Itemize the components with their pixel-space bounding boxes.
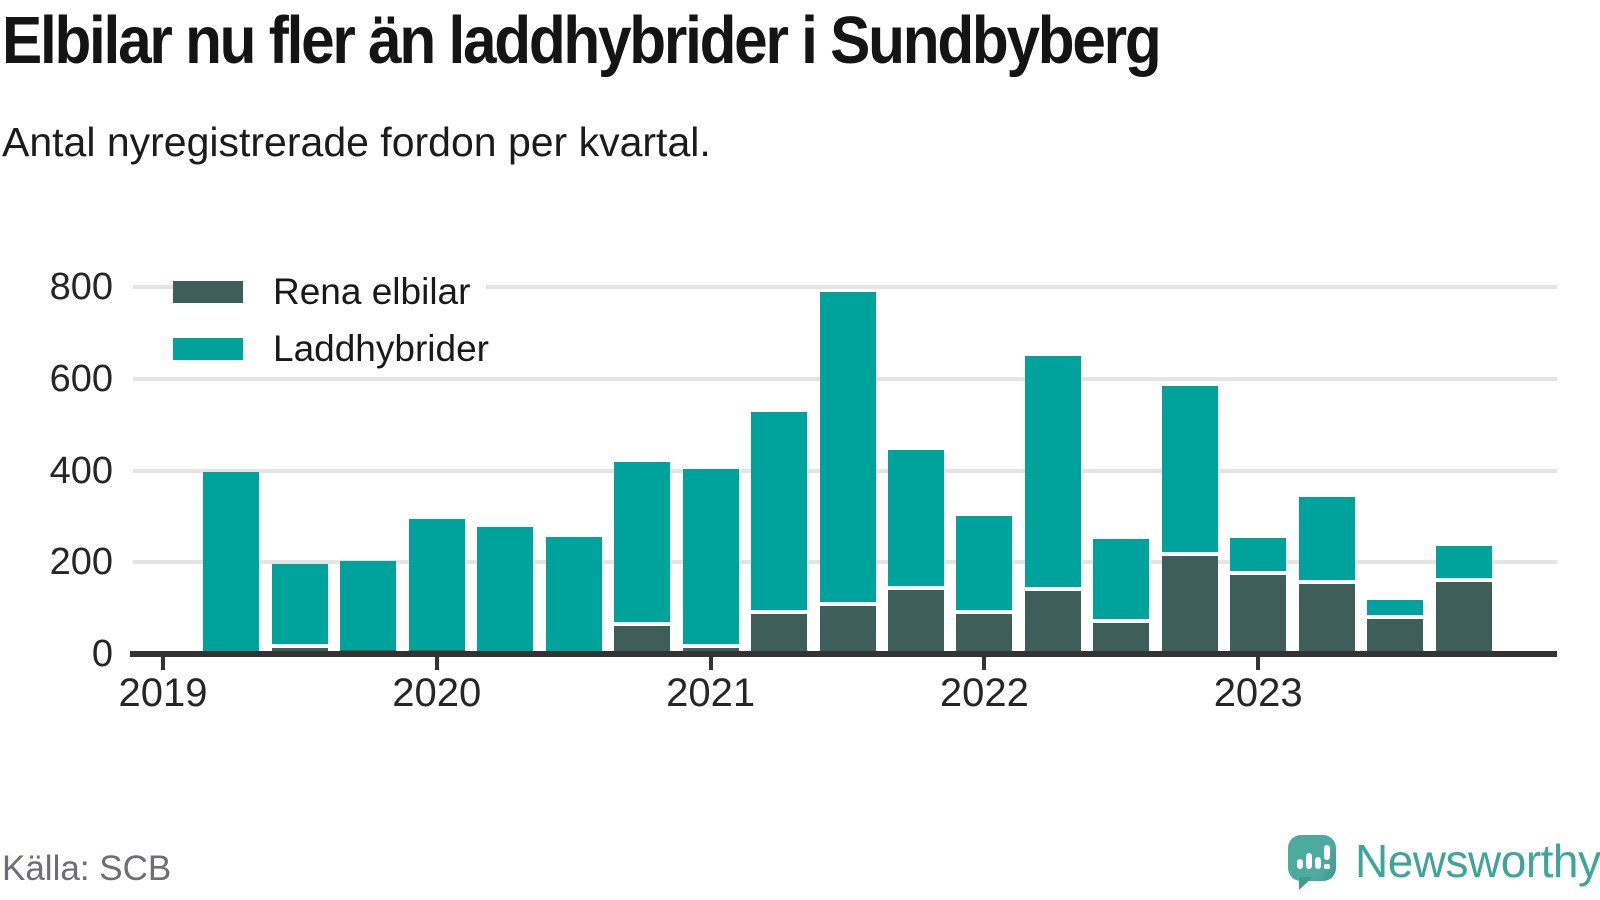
elbilar-swatch-icon <box>173 280 243 303</box>
bar-laddhybrider-2022-Q4 <box>1161 385 1218 553</box>
y-axis-label-400: 400 <box>49 449 113 492</box>
bar-elbilar-2023-Q1 <box>1230 574 1287 654</box>
gridline-800 <box>133 285 1557 290</box>
bar-laddhybrider-2019-Q3 <box>271 563 328 645</box>
bar-laddhybrider-2021-Q4 <box>888 449 944 586</box>
bar-elbilar-2022-Q1 <box>956 613 1013 654</box>
bar-elbilar-2023-Q3 <box>1367 619 1424 654</box>
bar-laddhybrider-2022-Q1 <box>956 516 1013 610</box>
bar-elbilar-2022-Q2 <box>1024 590 1081 654</box>
newsworthy-logo-icon <box>1288 835 1336 890</box>
legend: Rena elbilar Laddhybrider <box>173 269 505 383</box>
legend-label-laddhybrider: Laddhybrider <box>243 326 505 371</box>
brand: Newsworthy <box>1288 835 1600 890</box>
laddhybrider-swatch-icon <box>173 337 243 360</box>
y-axis-label-600: 600 <box>49 357 113 400</box>
legend-item-elbilar: Rena elbilar <box>173 269 505 314</box>
bar-laddhybrider-2022-Q2 <box>1024 356 1081 587</box>
bar-laddhybrider-2023-Q2 <box>1298 496 1355 580</box>
x-axis-tick-2023 <box>1256 657 1261 670</box>
x-axis-label-2020: 2020 <box>392 671 482 715</box>
x-axis-label-2023: 2023 <box>1213 671 1303 715</box>
chart-title: Elbilar nu fler än laddhybrider i Sundby… <box>2 3 1162 78</box>
y-axis-label-200: 200 <box>49 541 113 584</box>
bar-laddhybrider-2020-Q2 <box>477 527 534 654</box>
legend-item-laddhybrider: Laddhybrider <box>173 326 505 371</box>
bar-elbilar-2021-Q1 <box>682 647 739 654</box>
bar-laddhybrider-2019-Q2 <box>203 472 260 654</box>
bar-laddhybrider-2021-Q2 <box>751 411 808 610</box>
bar-laddhybrider-2020-Q1 <box>408 519 465 650</box>
x-axis-label-2021: 2021 <box>666 671 756 715</box>
bar-elbilar-2021-Q4 <box>888 589 944 654</box>
bar-elbilar-2023-Q4 <box>1435 581 1492 654</box>
chart-subtitle: Antal nyregistrerade fordon per kvartal. <box>2 119 711 165</box>
bar-elbilar-2021-Q3 <box>819 605 876 654</box>
bar-laddhybrider-2023-Q1 <box>1230 538 1287 571</box>
bar-elbilar-2020-Q4 <box>614 626 671 654</box>
bar-laddhybrider-2020-Q3 <box>545 536 602 652</box>
bar-laddhybrider-2020-Q4 <box>614 461 671 623</box>
bar-laddhybrider-2021-Q1 <box>682 469 739 644</box>
x-axis-label-2022: 2022 <box>939 671 1029 715</box>
bar-elbilar-2021-Q2 <box>751 613 808 654</box>
x-axis-line <box>130 651 1557 657</box>
brand-name: Newsworthy <box>1355 835 1600 887</box>
x-axis-tick-2019 <box>161 657 165 670</box>
x-axis-tick-2022 <box>982 657 987 670</box>
bar-laddhybrider-2019-Q4 <box>340 561 397 651</box>
source-note: Källa: SCB <box>2 849 172 888</box>
bar-elbilar-2022-Q3 <box>1093 622 1150 654</box>
bar-laddhybrider-2022-Q3 <box>1093 538 1150 619</box>
bar-elbilar-2023-Q2 <box>1298 583 1355 654</box>
x-axis-tick-2021 <box>708 657 713 670</box>
y-axis-label-800: 800 <box>49 266 113 309</box>
y-axis-label-0: 0 <box>91 633 113 675</box>
bar-laddhybrider-2021-Q3 <box>819 291 876 602</box>
x-axis-label-2019: 2019 <box>118 671 208 715</box>
bar-elbilar-2022-Q4 <box>1161 556 1218 654</box>
legend-label-elbilar: Rena elbilar <box>243 269 487 314</box>
bar-laddhybrider-2023-Q3 <box>1367 599 1424 616</box>
bar-laddhybrider-2023-Q4 <box>1435 546 1492 578</box>
x-axis-tick-2020 <box>434 657 439 670</box>
